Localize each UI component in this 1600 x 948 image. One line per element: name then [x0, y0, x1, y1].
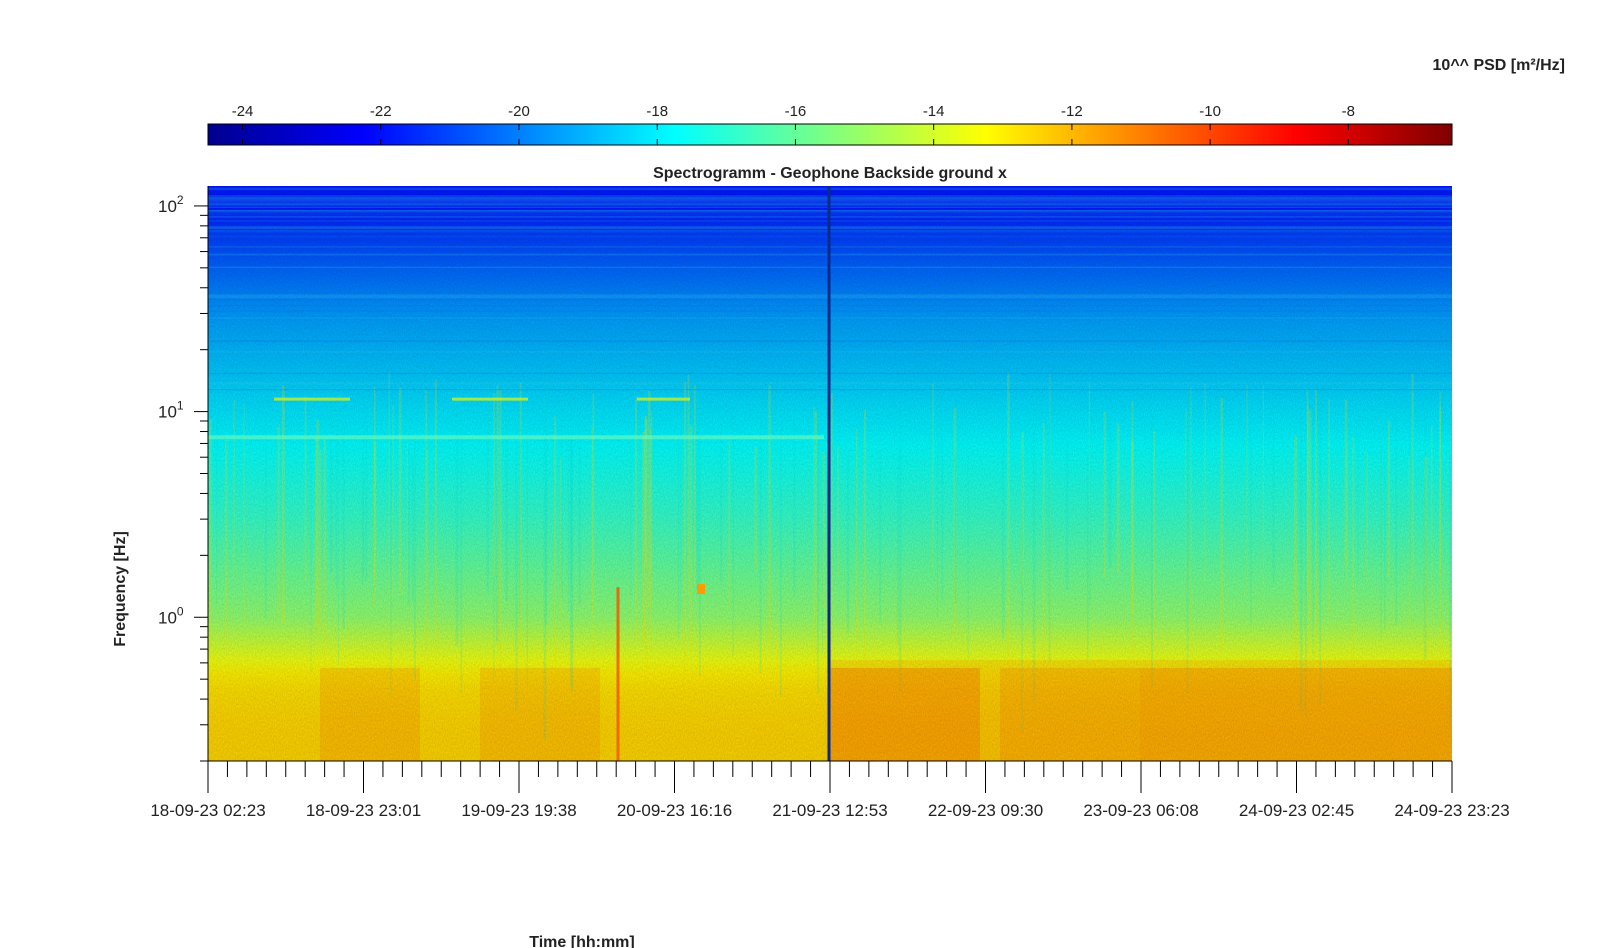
x-tick-label: 18-09-23 23:01	[306, 801, 421, 820]
x-tick-label: 21-09-23 12:53	[772, 801, 887, 820]
colorbar-tick-label: -22	[370, 103, 392, 120]
colorbar-tick-label: -14	[923, 103, 945, 120]
colorbar-tick-label: -10	[1199, 103, 1221, 120]
y-tick-label: 100	[158, 604, 184, 627]
spectrogram-plot-area	[208, 186, 1452, 761]
colorbar-gradient	[207, 123, 1453, 146]
chart-title: Spectrogramm - Geophone Backside ground …	[653, 165, 1007, 182]
x-tick-label: 23-09-23 06:08	[1083, 801, 1198, 820]
colorbar-tick-label: -18	[646, 103, 668, 120]
x-tick-label: 22-09-23 09:30	[928, 801, 1043, 820]
y-tick-label: 101	[158, 399, 184, 422]
colorbar: 10^^ PSD [m²/Hz] -24 -22 -20 -18 -16 -14 -12 -1…	[207, 57, 1565, 146]
x-tick-label: 24-09-23 23:23	[1394, 801, 1509, 820]
x-tick-label: 24-09-23 02:45	[1239, 801, 1354, 820]
x-tick-label: 19-09-23 19:38	[461, 801, 576, 820]
colorbar-tick-label: -24	[232, 103, 254, 120]
spectrogram-texture	[208, 186, 1452, 761]
axes: 100 101 102 18-09-23 02:23 18-09-23 23:01 19-…	[150, 186, 1510, 820]
colorbar-label: 10^^ PSD [m²/Hz]	[1433, 57, 1565, 74]
colorbar-tick-label: -20	[508, 103, 530, 120]
colorbar-ticks: -24 -22 -20 -18 -16 -14 -12 -10 -8	[232, 103, 1355, 145]
colorbar-tick-label: -8	[1342, 103, 1355, 120]
colorbar-tick-label: -12	[1061, 103, 1083, 120]
x-tick-label: 20-09-23 16:16	[617, 801, 732, 820]
y-axis-label: Frequency [Hz]	[112, 531, 129, 647]
x-axis-label: Time [hh:mm]	[529, 934, 634, 948]
y-tick-label: 102	[158, 193, 184, 216]
colorbar-tick-label: -16	[785, 103, 807, 120]
x-tick-label: 18-09-23 02:23	[150, 801, 265, 820]
